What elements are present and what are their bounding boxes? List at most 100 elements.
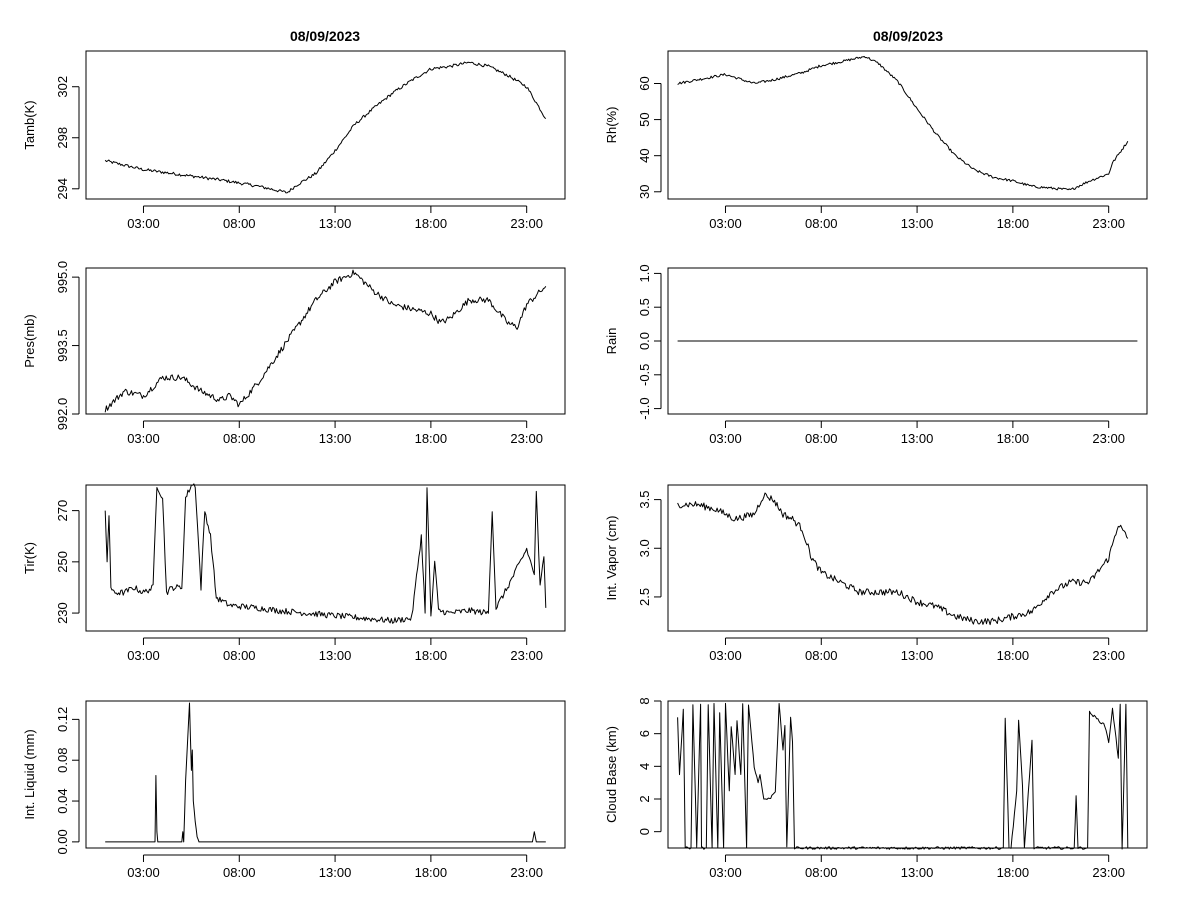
- tamb-series-line: [104, 61, 547, 194]
- pres-y-axis-label: Pres(mb): [22, 314, 37, 367]
- liquid-x-tick-label: 23:00: [510, 865, 543, 880]
- vapor-x-tick-label: 13:00: [901, 648, 934, 663]
- vapor-x-tick-label: 23:00: [1092, 648, 1125, 663]
- panel-liquid: 03:00 08:00 13:00 18:00 23:00 0.00 0.04 0.08 0.1…: [22, 700, 566, 880]
- vapor-plot-frame: [667, 484, 1148, 632]
- rain-y-tick-label: 1.0: [637, 264, 652, 282]
- tir-x-tick-label: 23:00: [510, 648, 543, 663]
- rain-x-tick-label: 08:00: [805, 431, 838, 446]
- cloudbase-x-tick-label: 08:00: [805, 865, 838, 880]
- liquid-series-line: [105, 702, 546, 843]
- tir-series-line: [104, 483, 547, 624]
- liquid-y-axis-label: Int. Liquid (mm): [22, 729, 37, 819]
- cloudbase-y-tick-label: 2: [637, 795, 652, 802]
- tir-plot-frame: [85, 484, 566, 632]
- pres-x-tick-label: 08:00: [223, 431, 256, 446]
- tamb-x-tick-label: 13:00: [319, 216, 352, 231]
- tamb-x-tick-label: 23:00: [510, 216, 543, 231]
- rh-x-tick-label: 18:00: [997, 216, 1030, 231]
- rain-plot-frame: [667, 267, 1148, 415]
- rain-x-tick-label: 23:00: [1092, 431, 1125, 446]
- liquid-y-tick-label: 0.12: [55, 707, 70, 732]
- liquid-x-tick-label: 03:00: [127, 865, 160, 880]
- tir-y-axis-label: Tir(K): [22, 542, 37, 574]
- pres-y-tick-label: 992.0: [55, 398, 70, 431]
- panel-rain: 03:00 08:00 13:00 18:00 23:00 -1.0 -0.5 0.0 0.5 1…: [604, 264, 1148, 446]
- rain-y-axis-label: Rain: [604, 328, 619, 355]
- rain-x-tick-label: 03:00: [709, 431, 742, 446]
- tir-x-tick-label: 03:00: [127, 648, 160, 663]
- rain-y-tick-label: -0.5: [637, 364, 652, 386]
- liquid-x-tick-label: 13:00: [319, 865, 352, 880]
- pres-x-tick-label: 13:00: [319, 431, 352, 446]
- cloudbase-y-tick-label: 6: [637, 730, 652, 737]
- tamb-y-axis-label: Tamb(K): [22, 100, 37, 149]
- vapor-y-tick-label: 2.5: [637, 588, 652, 606]
- rh-plot-frame: [667, 50, 1148, 200]
- rh-x-tick-label: 03:00: [709, 216, 742, 231]
- tamb-y-tick-label: 294: [55, 178, 70, 200]
- rh-x-tick-label: 23:00: [1092, 216, 1125, 231]
- rain-x-tick-label: 13:00: [901, 431, 934, 446]
- panel-tamb: 03:00 08:00 13:00 18:00 23:00 294 298 302 Tamb(K…: [22, 50, 566, 231]
- panel-cloudbase: 03:00 08:00 13:00 18:00 23:00 0 2 4 6 8 Cloud Base…: [604, 697, 1148, 880]
- tir-y-tick-label: 230: [55, 602, 70, 624]
- rh-y-tick-label: 30: [637, 185, 652, 199]
- tir-y-tick-label: 270: [55, 500, 70, 522]
- rh-y-axis-label: Rh(%): [604, 107, 619, 144]
- vapor-y-tick-label: 3.5: [637, 491, 652, 509]
- liquid-x-tick-label: 08:00: [223, 865, 256, 880]
- pres-y-tick-label: 995.0: [55, 261, 70, 294]
- pres-y-tick-label: 993.5: [55, 329, 70, 362]
- panel-vapor: 03:00 08:00 13:00 18:00 23:00 2.5 3.0 3.5 Int. V…: [604, 484, 1148, 663]
- liquid-plot-frame: [85, 700, 566, 849]
- tamb-plot-frame: [85, 50, 566, 200]
- right-column-title: 08/09/2023: [873, 28, 943, 44]
- rh-y-tick-label: 50: [637, 112, 652, 126]
- vapor-x-tick-label: 03:00: [709, 648, 742, 663]
- tir-x-tick-label: 08:00: [223, 648, 256, 663]
- tamb-y-tick-label: 302: [55, 76, 70, 98]
- tamb-x-tick-label: 03:00: [127, 216, 160, 231]
- vapor-x-tick-label: 18:00: [997, 648, 1030, 663]
- pres-series-line: [104, 269, 547, 413]
- liquid-y-tick-label: 0.00: [55, 829, 70, 854]
- rh-x-tick-label: 13:00: [901, 216, 934, 231]
- cloudbase-series-line: [677, 702, 1129, 850]
- tamb-x-tick-label: 08:00: [223, 216, 256, 231]
- panel-pres: 03:00 08:00 13:00 18:00 23:00 992.0 993.5 995.0…: [22, 261, 566, 446]
- pres-x-tick-label: 23:00: [510, 431, 543, 446]
- rain-x-tick-label: 18:00: [997, 431, 1030, 446]
- pres-x-tick-label: 03:00: [127, 431, 160, 446]
- panels: 03:00 08:00 13:00 18:00 23:00294298302Tamb(K…: [22, 50, 1148, 880]
- rh-y-tick-label: 40: [637, 148, 652, 162]
- cloudbase-y-axis-label: Cloud Base (km): [604, 726, 619, 823]
- pres-x-tick-label: 18:00: [415, 431, 448, 446]
- rain-y-tick-label: -1.0: [637, 397, 652, 419]
- rh-x-tick-label: 08:00: [805, 216, 838, 231]
- cloudbase-plot-frame: [667, 700, 1148, 849]
- pres-plot-frame: [85, 267, 566, 415]
- cloudbase-x-tick-label: 13:00: [901, 865, 934, 880]
- tir-x-tick-label: 13:00: [319, 648, 352, 663]
- rh-y-tick-label: 60: [637, 76, 652, 90]
- cloudbase-x-tick-label: 18:00: [997, 865, 1030, 880]
- cloudbase-y-tick-label: 0: [637, 828, 652, 835]
- tir-y-tick-label: 250: [55, 551, 70, 573]
- rain-y-tick-label: 0.5: [637, 298, 652, 316]
- vapor-x-tick-label: 08:00: [805, 648, 838, 663]
- tamb-x-tick-label: 18:00: [415, 216, 448, 231]
- tir-x-tick-label: 18:00: [415, 648, 448, 663]
- cloudbase-x-tick-label: 03:00: [709, 865, 742, 880]
- panel-rh: 03:00 08:00 13:00 18:00 23:00 30 40 50 60 Rh(%): [604, 50, 1148, 231]
- vapor-series-line: [677, 492, 1129, 626]
- liquid-x-tick-label: 18:00: [415, 865, 448, 880]
- cloudbase-y-tick-label: 4: [637, 763, 652, 770]
- vapor-y-axis-label: Int. Vapor (cm): [604, 515, 619, 600]
- left-column-title: 08/09/2023: [290, 28, 360, 44]
- liquid-y-tick-label: 0.04: [55, 788, 70, 813]
- tamb-y-tick-label: 298: [55, 127, 70, 149]
- cloudbase-x-tick-label: 23:00: [1092, 865, 1125, 880]
